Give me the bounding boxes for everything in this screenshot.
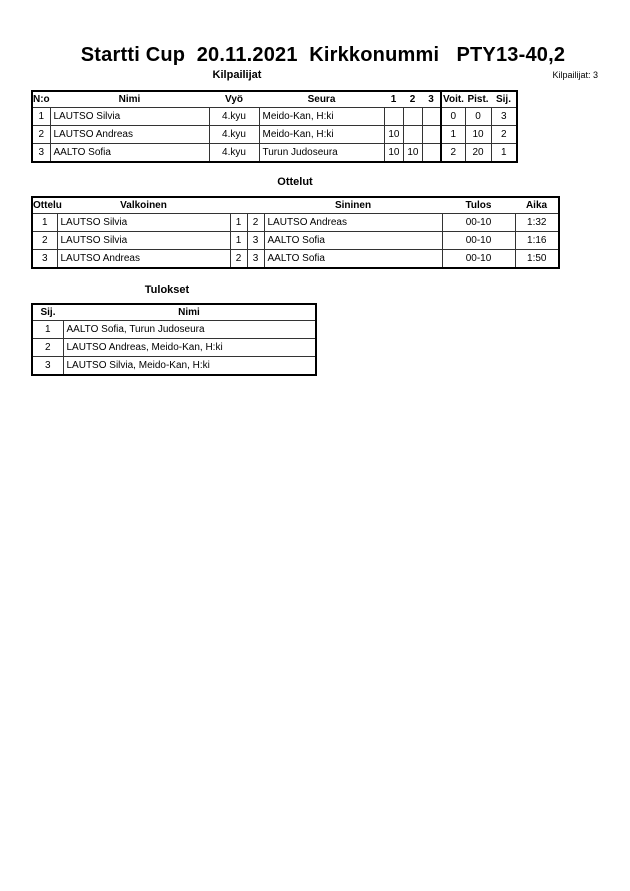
cell-place: 1 xyxy=(490,143,518,163)
cell-blue: AALTO Sofia xyxy=(263,231,443,250)
cell-match: 3 xyxy=(31,249,58,269)
col-header: Nimi xyxy=(50,91,209,108)
results-heading: Tulokset xyxy=(144,284,190,296)
cell-blue: AALTO Sofia xyxy=(263,249,443,269)
table-row: 2 LAUTSO Silvia 1 3 AALTO Sofia 00-10 1:16 xyxy=(31,231,560,250)
table-row: 1 AALTO Sofia, Turun Judoseura xyxy=(31,320,317,339)
cell-white_no: 2 xyxy=(229,249,248,269)
cell-blue: LAUTSO Andreas xyxy=(263,213,443,232)
cell-club: Meido-Kan, H:ki xyxy=(258,107,385,126)
col-header: Sij. xyxy=(32,304,63,321)
table-row: 2 LAUTSO Andreas 4.kyu Meido-Kan, H:ki 10 1 10… xyxy=(31,125,518,144)
cell-r2: 10 xyxy=(402,143,423,163)
col-header: 3 xyxy=(422,91,441,108)
table-row: 1 LAUTSO Silvia 4.kyu Meido-Kan, H:ki 0 0 3 xyxy=(31,107,518,126)
competitors-table: N:o Nimi Vyö Seura 1 2 3 Voit. Pist. Sij… xyxy=(31,90,518,163)
cell-name: LAUTSO Silvia, Meido-Kan, H:ki xyxy=(62,356,317,376)
cell-club: Meido-Kan, H:ki xyxy=(258,125,385,144)
cell-belt: 4.kyu xyxy=(208,143,260,163)
cell-r1 xyxy=(383,107,404,126)
cell-r1: 10 xyxy=(383,143,404,163)
cell-name: AALTO Sofia xyxy=(49,143,210,163)
col-header: Aika xyxy=(515,197,559,214)
col-header: Tulos xyxy=(442,197,515,214)
cell-white: LAUTSO Silvia xyxy=(56,213,231,232)
col-header: Ottelu xyxy=(32,197,62,214)
cell-no: 3 xyxy=(31,143,51,163)
table-header: N:o Nimi Vyö Seura 1 2 3 Voit. Pist. Sij… xyxy=(32,91,517,108)
cell-wins: 2 xyxy=(440,143,466,163)
cell-no: 2 xyxy=(31,125,51,144)
cell-points: 20 xyxy=(464,143,492,163)
col-header: Seura xyxy=(259,91,384,108)
page-title: Startti Cup 20.11.2021 Kirkkonummi PTY13… xyxy=(80,44,566,66)
col-header: Nimi xyxy=(63,304,316,321)
results-table: Sij. Nimi 1 AALTO Sofia, Turun Judoseura 2… xyxy=(31,303,317,376)
matches-table: Ottelu Valkoinen Sininen Tulos Aika 1 LAU… xyxy=(31,196,560,269)
table-header: Sij. Nimi xyxy=(32,304,316,321)
cell-white_no: 1 xyxy=(229,213,248,232)
col-header: Voit. xyxy=(440,91,465,108)
cell-club: Turun Judoseura xyxy=(258,143,385,163)
cell-result: 00-10 xyxy=(441,249,516,269)
cell-r2 xyxy=(402,107,423,126)
cell-place: 1 xyxy=(31,320,64,339)
cell-r3 xyxy=(421,143,442,163)
table-row: 2 LAUTSO Andreas, Meido-Kan, H:ki xyxy=(31,338,317,357)
cell-points: 0 xyxy=(464,107,492,126)
col-header: Sininen xyxy=(264,197,442,214)
table-row: 1 LAUTSO Silvia 1 2 LAUTSO Andreas 00-10 1:32 xyxy=(31,213,560,232)
cell-blue_no: 2 xyxy=(246,213,265,232)
cell-blue_no: 3 xyxy=(246,231,265,250)
table-header: Ottelu Valkoinen Sininen Tulos Aika xyxy=(32,197,559,214)
cell-r2 xyxy=(402,125,423,144)
cell-no: 1 xyxy=(31,107,51,126)
cell-wins: 0 xyxy=(440,107,466,126)
cell-time: 1:16 xyxy=(514,231,560,250)
table-row: 3 AALTO Sofia 4.kyu Turun Judoseura 10 10 2 20 1 xyxy=(31,143,518,163)
cell-place: 3 xyxy=(31,356,64,376)
cell-match: 1 xyxy=(31,213,58,232)
col-header: Valkoinen xyxy=(57,197,230,214)
table-row: 3 LAUTSO Silvia, Meido-Kan, H:ki xyxy=(31,356,317,376)
cell-time: 1:32 xyxy=(514,213,560,232)
col-header: Pist. xyxy=(465,91,491,108)
cell-place: 2 xyxy=(31,338,64,357)
cell-name: LAUTSO Andreas, Meido-Kan, H:ki xyxy=(62,338,317,357)
col-header: Sij. xyxy=(491,91,517,108)
matches-heading: Ottelut xyxy=(277,176,313,188)
cell-time: 1:50 xyxy=(514,249,560,269)
col-header: 1 xyxy=(384,91,403,108)
cell-r3 xyxy=(421,125,442,144)
cell-belt: 4.kyu xyxy=(208,125,260,144)
cell-blue_no: 3 xyxy=(246,249,265,269)
cell-place: 2 xyxy=(490,125,518,144)
cell-result: 00-10 xyxy=(441,231,516,250)
competitor-count: Kilpailijat: 3 xyxy=(552,70,598,80)
cell-white: LAUTSO Andreas xyxy=(56,249,231,269)
cell-match: 2 xyxy=(31,231,58,250)
cell-points: 10 xyxy=(464,125,492,144)
competitors-heading: Kilpailijat xyxy=(212,69,262,81)
cell-result: 00-10 xyxy=(441,213,516,232)
cell-r3 xyxy=(421,107,442,126)
cell-wins: 1 xyxy=(440,125,466,144)
cell-white_no: 1 xyxy=(229,231,248,250)
col-header: N:o xyxy=(32,91,50,108)
col-header: Vyö xyxy=(209,91,259,108)
cell-place: 3 xyxy=(490,107,518,126)
cell-name: LAUTSO Andreas xyxy=(49,125,210,144)
cell-name: LAUTSO Silvia xyxy=(49,107,210,126)
cell-r1: 10 xyxy=(383,125,404,144)
cell-belt: 4.kyu xyxy=(208,107,260,126)
col-header: 2 xyxy=(403,91,422,108)
table-row: 3 LAUTSO Andreas 2 3 AALTO Sofia 00-10 1:50 xyxy=(31,249,560,269)
cell-name: AALTO Sofia, Turun Judoseura xyxy=(62,320,317,339)
cell-white: LAUTSO Silvia xyxy=(56,231,231,250)
